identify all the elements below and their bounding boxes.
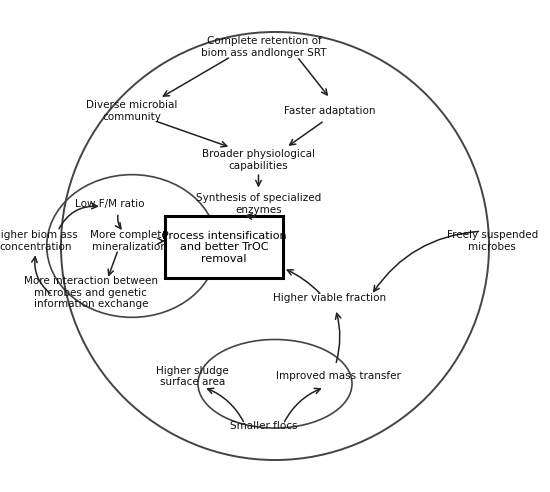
Text: Low F/M ratio: Low F/M ratio <box>75 199 145 209</box>
Text: Higher sludge
surface area: Higher sludge surface area <box>156 366 229 387</box>
Text: More interaction between
microbes and genetic
information exchange: More interaction between microbes and ge… <box>24 276 158 309</box>
Text: Faster adaptation: Faster adaptation <box>284 106 376 116</box>
Text: Improved mass transfer: Improved mass transfer <box>276 371 401 381</box>
Text: Higher biom ass
concentration: Higher biom ass concentration <box>0 230 78 252</box>
Text: Freely suspended
microbes: Freely suspended microbes <box>447 230 538 252</box>
Text: Higher viable fraction: Higher viable fraction <box>273 293 387 303</box>
Text: More complete
mineralization: More complete mineralization <box>90 230 168 252</box>
Text: Diverse microbial
community: Diverse microbial community <box>86 100 178 122</box>
Text: Synthesis of specialized
enzymes: Synthesis of specialized enzymes <box>196 193 321 215</box>
Text: Smaller flocs: Smaller flocs <box>230 421 298 430</box>
Bar <box>165 216 283 278</box>
Text: Complete retention of
biom ass andlonger SRT: Complete retention of biom ass andlonger… <box>201 36 327 58</box>
Text: Broader physiological
capabilities: Broader physiological capabilities <box>202 149 315 171</box>
Text: Process intensification
and better TrOC
removal: Process intensification and better TrOC … <box>162 231 287 264</box>
